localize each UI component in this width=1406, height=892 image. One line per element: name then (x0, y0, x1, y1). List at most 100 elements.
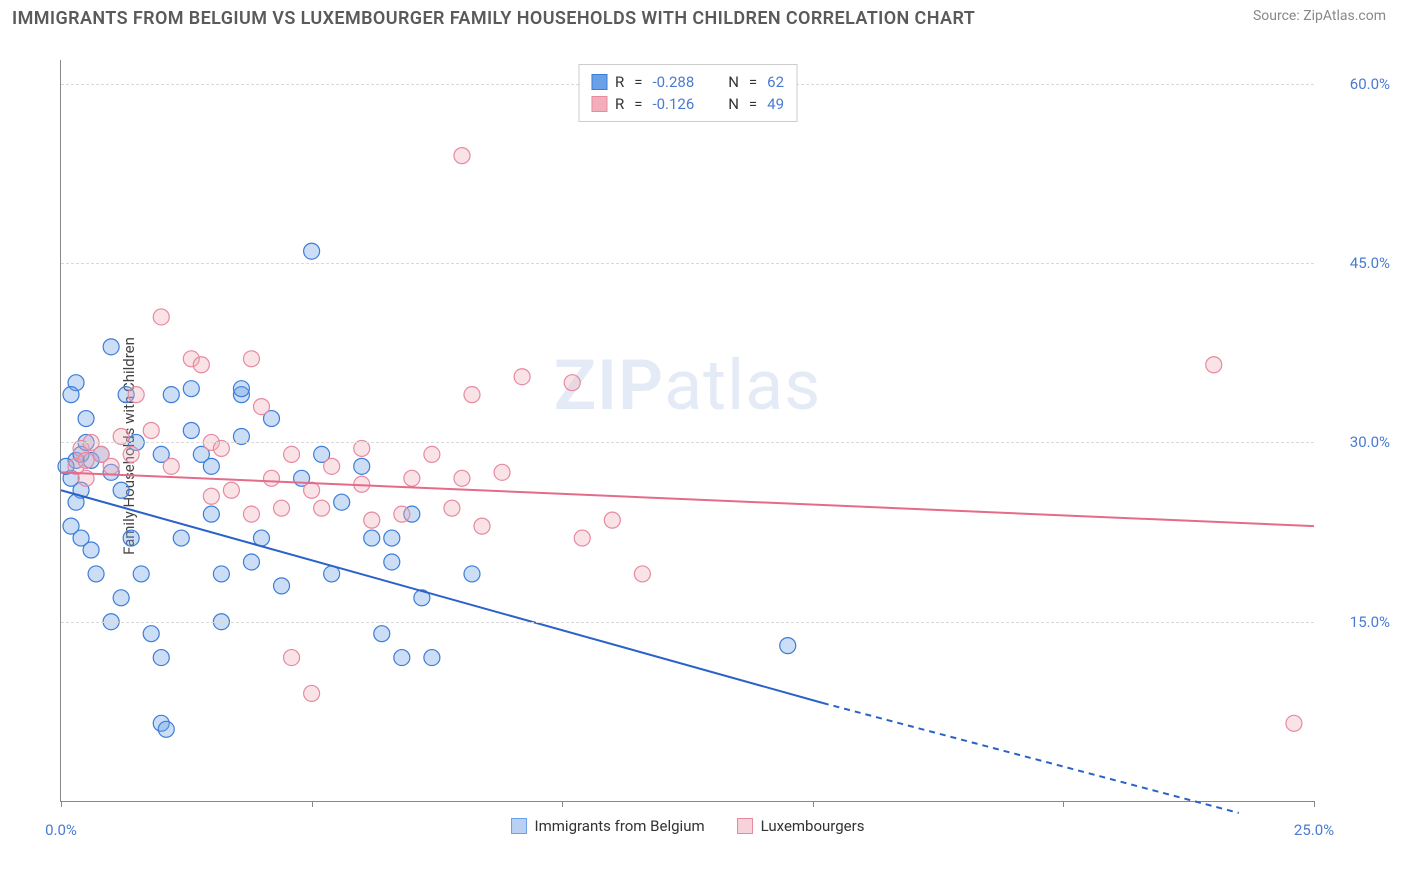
scatter-point (158, 721, 174, 737)
stat-eq: = (634, 93, 642, 115)
scatter-point (264, 470, 280, 486)
scatter-point (284, 446, 300, 462)
scatter-point (153, 309, 169, 325)
legend-row-belgium: R = -0.288 N = 62 (591, 71, 784, 93)
plot-area: ZIPatlas R = -0.288 N = 62 R = -0.126 N … (60, 60, 1314, 802)
scatter-point (243, 351, 259, 367)
chart-container: Family Households with Children ZIPatlas… (18, 46, 1396, 846)
scatter-point (514, 369, 530, 385)
xtick-mark (61, 801, 62, 807)
scatter-point (103, 458, 119, 474)
scatter-point (274, 578, 290, 594)
scatter-point (324, 458, 340, 474)
scatter-point (183, 423, 199, 439)
scatter-point (233, 381, 249, 397)
scatter-point (304, 685, 320, 701)
stat-r-value-luxembourg: -0.126 (652, 93, 708, 115)
scatter-svg (61, 60, 1314, 801)
scatter-point (404, 470, 420, 486)
scatter-point (128, 387, 144, 403)
scatter-point (193, 357, 209, 373)
legend-label-belgium: Immigrants from Belgium (535, 817, 705, 835)
xtick-mark (1314, 801, 1315, 807)
legend-swatch-belgium (591, 74, 607, 90)
scatter-point (274, 500, 290, 516)
scatter-point (243, 554, 259, 570)
legend-top: R = -0.288 N = 62 R = -0.126 N = 49 (578, 64, 797, 122)
xtick-mark (562, 801, 563, 807)
scatter-point (314, 500, 330, 516)
scatter-point (354, 458, 370, 474)
ytick-label: 60.0% (1350, 75, 1390, 93)
ytick-label: 15.0% (1350, 613, 1390, 631)
scatter-point (83, 542, 99, 558)
legend-bottom: Immigrants from Belgium Luxembourgers (511, 817, 865, 835)
scatter-point (1286, 715, 1302, 731)
scatter-point (143, 626, 159, 642)
scatter-point (454, 470, 470, 486)
scatter-point (173, 530, 189, 546)
stat-r-label: R (615, 71, 624, 93)
scatter-point (780, 638, 796, 654)
stat-eq: = (749, 93, 757, 115)
scatter-point (394, 506, 410, 522)
xtick-label: 25.0% (1294, 821, 1334, 839)
stat-eq: = (634, 71, 642, 93)
scatter-point (133, 566, 149, 582)
xtick-mark (312, 801, 313, 807)
legend-swatch-luxembourg (737, 818, 753, 834)
stat-n-label: N (728, 71, 739, 93)
scatter-point (494, 464, 510, 480)
ytick-label: 30.0% (1350, 433, 1390, 451)
scatter-point (103, 339, 119, 355)
scatter-point (424, 650, 440, 666)
scatter-point (304, 243, 320, 259)
scatter-point (564, 375, 580, 391)
legend-label-luxembourg: Luxembourgers (761, 817, 865, 835)
scatter-point (474, 518, 490, 534)
scatter-point (464, 566, 480, 582)
scatter-point (253, 399, 269, 415)
scatter-point (384, 530, 400, 546)
scatter-point (304, 482, 320, 498)
scatter-point (604, 512, 620, 528)
scatter-point (364, 530, 380, 546)
stat-eq: = (749, 71, 757, 93)
scatter-point (153, 650, 169, 666)
scatter-point (223, 482, 239, 498)
stat-n-label: N (728, 93, 739, 115)
ytick-label: 45.0% (1350, 254, 1390, 272)
legend-item-belgium: Immigrants from Belgium (511, 817, 705, 835)
scatter-point (424, 446, 440, 462)
scatter-point (203, 458, 219, 474)
legend-row-luxembourg: R = -0.126 N = 49 (591, 93, 784, 115)
gridline (61, 442, 1314, 443)
scatter-point (183, 381, 199, 397)
scatter-point (113, 482, 129, 498)
stat-r-value-belgium: -0.288 (652, 71, 708, 93)
page-title: IMMIGRANTS FROM BELGIUM VS LUXEMBOURGER … (12, 8, 975, 29)
scatter-point (78, 411, 94, 427)
xtick-mark (813, 801, 814, 807)
scatter-point (284, 650, 300, 666)
scatter-point (454, 148, 470, 164)
gridline (61, 622, 1314, 623)
scatter-point (123, 530, 139, 546)
scatter-point (78, 452, 94, 468)
scatter-point (88, 566, 104, 582)
scatter-point (243, 506, 259, 522)
regression-line (61, 490, 823, 703)
scatter-point (213, 566, 229, 582)
scatter-point (334, 494, 350, 510)
regression-line (823, 703, 1239, 813)
scatter-point (1206, 357, 1222, 373)
scatter-point (364, 512, 380, 528)
stat-n-value-belgium: 62 (767, 71, 784, 93)
xtick-mark (1063, 801, 1064, 807)
scatter-point (574, 530, 590, 546)
scatter-point (113, 590, 129, 606)
scatter-point (163, 458, 179, 474)
xtick-label: 0.0% (45, 821, 77, 839)
scatter-point (634, 566, 650, 582)
scatter-point (384, 554, 400, 570)
